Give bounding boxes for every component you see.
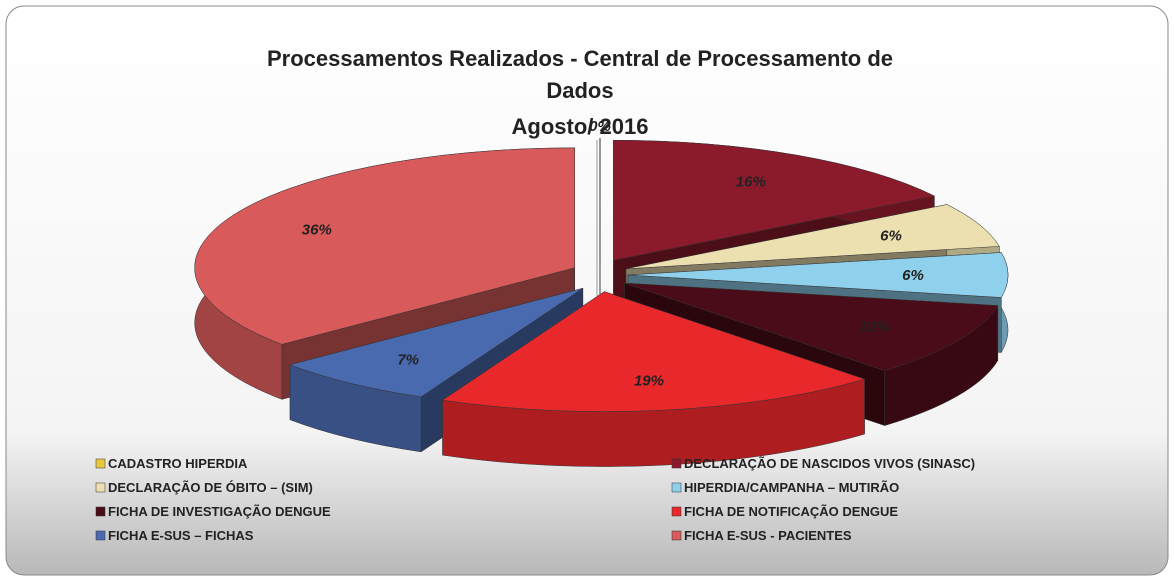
- data-label: 10%: [859, 318, 889, 335]
- data-label: 6%: [902, 267, 924, 284]
- data-label: 7%: [397, 351, 419, 368]
- legend-swatch: [671, 530, 682, 541]
- legend-swatch: [95, 530, 106, 541]
- legend-label: FICHA DE INVESTIGAÇÃO DENGUE: [108, 504, 331, 519]
- data-label: 0%: [589, 118, 611, 135]
- data-label: 16%: [736, 173, 766, 190]
- slice: [627, 252, 1009, 298]
- chart-title: Processamentos Realizados - Central de P…: [267, 46, 893, 103]
- legend-label: HIPERDIA/CAMPANHA – MUTIRÃO: [684, 480, 899, 495]
- slice: [194, 147, 575, 345]
- legend-label: DECLARAÇÃO DE ÓBITO – (SIM): [108, 480, 313, 495]
- data-label: 36%: [302, 222, 332, 239]
- frame: [5, 5, 1169, 576]
- legend: CADASTRO HIPERDIA DECLARAÇÃO DE NASCIDOS …: [95, 456, 975, 543]
- legend-label: FICHA E-SUS - PACIENTES: [684, 528, 852, 543]
- data-label: 6%: [880, 228, 902, 245]
- legend-label: DECLARAÇÃO DE NASCIDOS VIVOS (SINASC): [684, 456, 975, 471]
- chart-subtitle: Agosto/ 2016: [512, 114, 649, 139]
- slice: [624, 282, 999, 371]
- pie: 0% 16% 6% 6% 10% 19% 7% 36%: [194, 118, 1009, 467]
- legend-label: FICHA DE NOTIFICAÇÃO DENGUE: [684, 504, 898, 519]
- legend-label: CADASTRO HIPERDIA: [108, 456, 248, 471]
- slice: [441, 291, 866, 412]
- legend-swatch: [671, 482, 682, 493]
- legend-swatch: [671, 458, 682, 469]
- data-label: 19%: [634, 372, 664, 389]
- slice: [613, 140, 936, 261]
- legend-swatch: [95, 506, 106, 517]
- legend-swatch: [671, 506, 682, 517]
- legend-swatch: [95, 458, 106, 469]
- slice: [625, 204, 1000, 270]
- slice: [289, 288, 583, 398]
- legend-label: FICHA E-SUS – FICHAS: [108, 528, 254, 543]
- legend-swatch: [95, 482, 106, 493]
